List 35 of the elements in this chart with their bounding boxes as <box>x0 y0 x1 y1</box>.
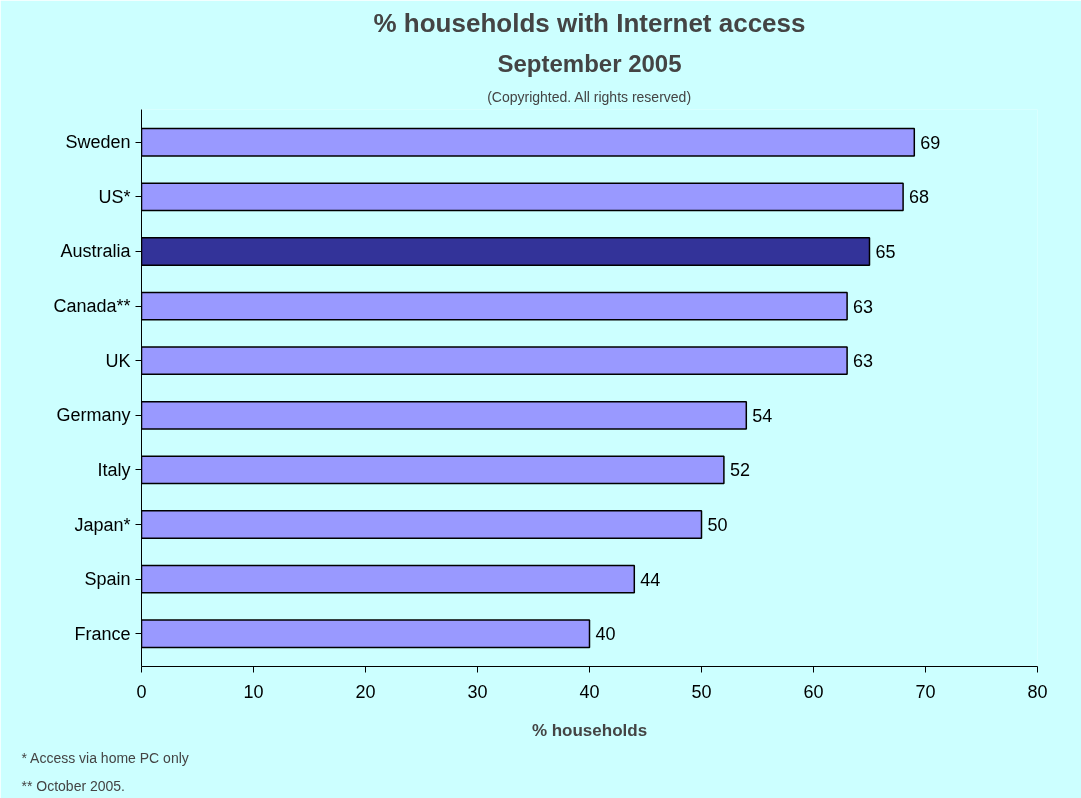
data-label: 52 <box>729 460 750 481</box>
x-tick-label: 50 <box>691 681 712 702</box>
x-tick-label: 40 <box>579 681 600 702</box>
y-tick-label: Spain <box>84 569 131 590</box>
y-tick-label: France <box>74 623 131 644</box>
x-tick-label: 80 <box>1027 681 1048 702</box>
data-label: 68 <box>909 187 930 208</box>
y-tick-label: Canada** <box>53 296 131 317</box>
y-tick-label: US* <box>98 186 131 207</box>
data-label: 44 <box>640 569 661 590</box>
data-label: 54 <box>752 405 773 426</box>
x-tick-label: 20 <box>355 681 376 702</box>
data-label: 40 <box>595 624 616 645</box>
x-tick-label: 60 <box>803 681 824 702</box>
x-tick-label: 10 <box>243 681 264 702</box>
text: * Access via home PC only <box>21 749 189 766</box>
data-label: 65 <box>875 241 896 262</box>
y-tick-label: Japan* <box>74 514 131 535</box>
y-tick-label: Australia <box>60 241 132 262</box>
text: (Copyrighted. All rights reserved) <box>487 88 692 105</box>
data-label: 63 <box>853 351 874 372</box>
y-tick-label: Sweden <box>65 132 131 153</box>
data-label: 69 <box>920 132 941 153</box>
text: ** October 2005. <box>21 777 126 794</box>
y-tick-label: Germany <box>56 405 131 426</box>
x-tick-label: 0 <box>136 681 147 702</box>
y-tick-label: Italy <box>97 459 131 480</box>
x-tick-label: 70 <box>915 681 936 702</box>
y-tick-label: UK <box>105 350 131 371</box>
chart-title: % households with Internet access <box>373 7 806 38</box>
chart-subtitle: September 2005 <box>497 49 682 77</box>
data-label: 50 <box>707 515 728 536</box>
x-tick-label: 30 <box>467 681 488 702</box>
x-axis-title: % households <box>531 720 648 740</box>
data-label: 63 <box>853 296 874 317</box>
